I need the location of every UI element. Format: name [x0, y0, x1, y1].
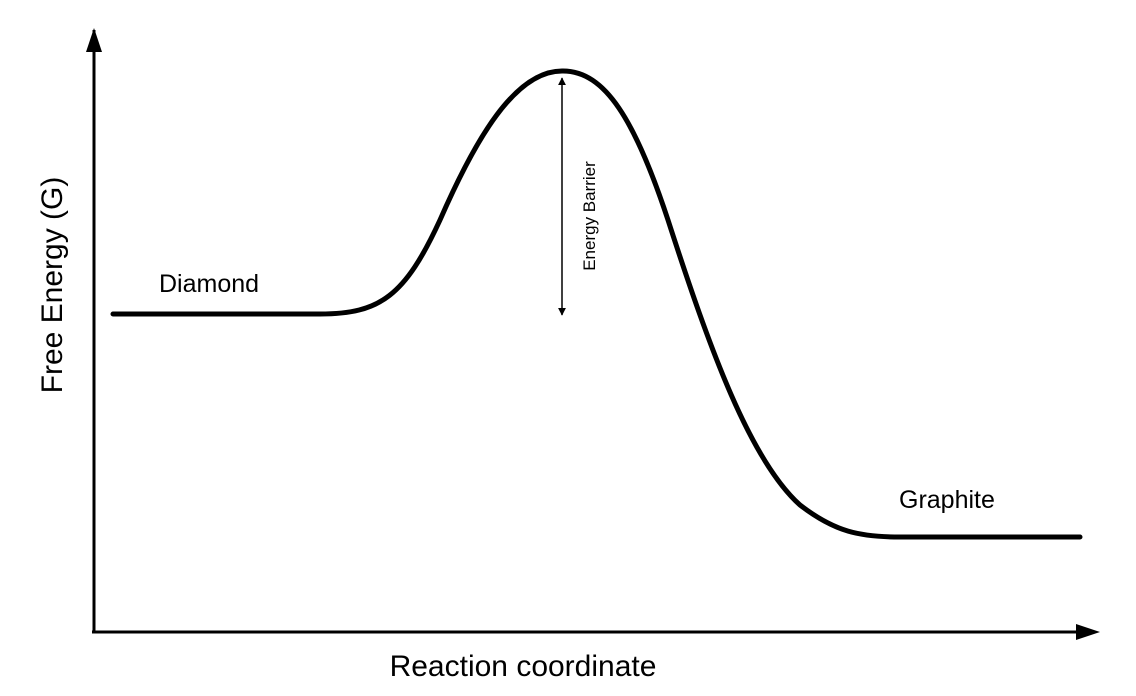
- diamond-label: Diamond: [159, 270, 259, 298]
- y-axis-label: Free Energy (G): [36, 177, 69, 394]
- y-axis-arrowhead: [86, 28, 102, 52]
- graphite-label: Graphite: [899, 486, 995, 514]
- x-axis-arrowhead: [1076, 624, 1100, 640]
- energy-barrier-label: Energy Barrier: [580, 161, 599, 271]
- energy-curve: [110, 68, 1083, 540]
- x-axis-label: Reaction coordinate: [390, 650, 657, 683]
